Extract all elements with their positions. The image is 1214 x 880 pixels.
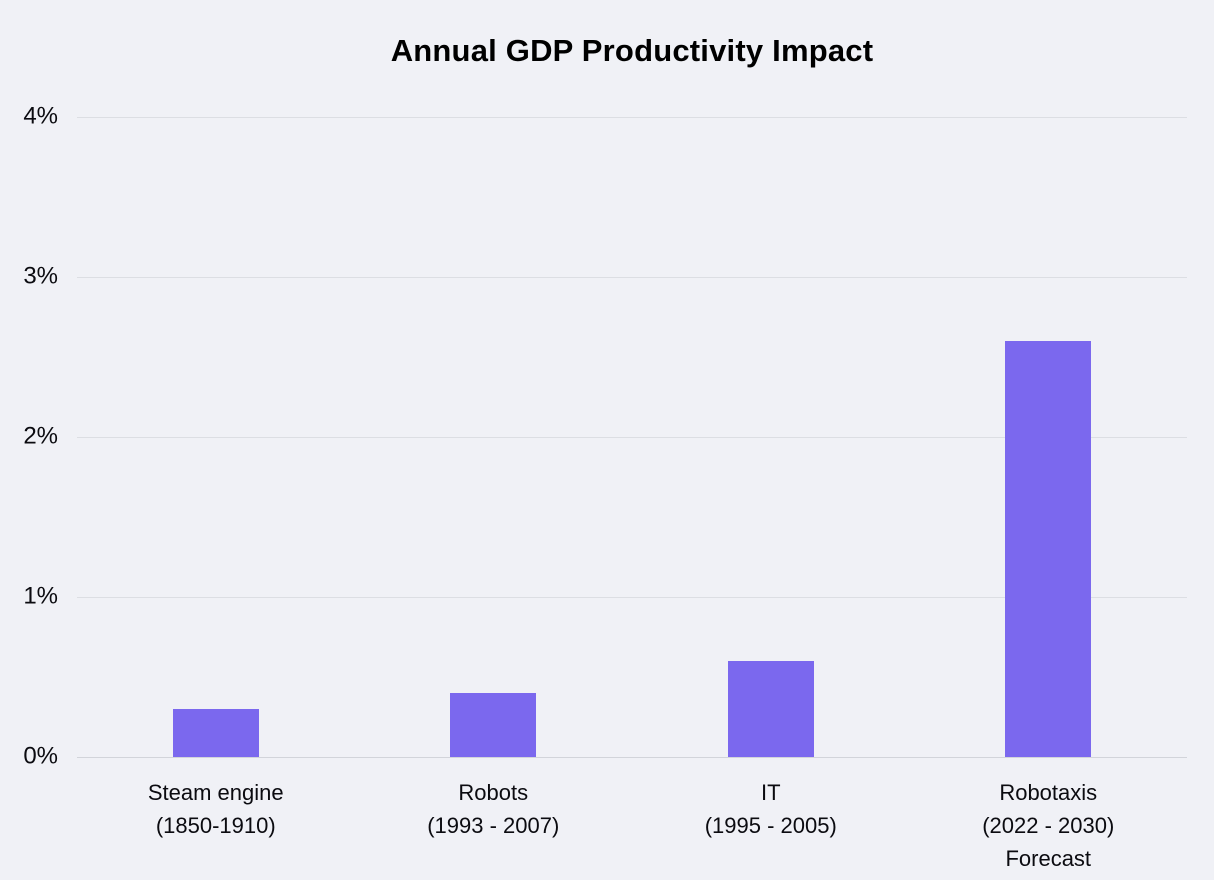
gridline-2pct (77, 437, 1187, 438)
x-tick-label-line: (1850-1910) (155, 813, 276, 838)
x-tick-label-line: (1993 - 2007) (427, 813, 560, 838)
gridline-3pct (77, 277, 1187, 278)
x-tick-label-steam-engine: Steam engine (1850-1910) (76, 776, 356, 842)
y-tick-label-2pct: 2% (23, 422, 58, 450)
x-tick-label-robotaxis: Robotaxis (2022 - 2030) Forecast (908, 776, 1188, 875)
gridline-4pct (77, 117, 1187, 118)
x-tick-label-line: Robots (458, 780, 529, 805)
x-tick-label-line: Forecast (1005, 846, 1092, 871)
bar-robotaxis (1005, 341, 1092, 757)
y-tick-label-3pct: 3% (23, 262, 58, 290)
x-tick-label-line: IT (760, 780, 781, 805)
gridline-0pct (77, 757, 1187, 758)
bar-chart-plot-area: 0% 1% 2% 3% 4% Steam engine (1850-1910) Robots (… (23, 104, 1187, 871)
y-tick-label-1pct: 1% (23, 582, 58, 610)
bar-steam-engine (172, 709, 259, 757)
x-tick-label-robots: Robots (1993 - 2007) (353, 776, 633, 842)
gridline-1pct (77, 597, 1187, 598)
x-tick-label-it: IT (1995 - 2005) (631, 776, 911, 842)
x-tick-label-line: (1995 - 2005) (704, 813, 837, 838)
y-tick-label-4pct: 4% (23, 102, 58, 130)
x-tick-label-line: (2022 - 2030) (982, 813, 1115, 838)
chart-title: Annual GDP Productivity Impact (390, 33, 874, 68)
x-tick-label-line: Steam engine (147, 780, 284, 805)
bar-it (727, 661, 814, 757)
bar-robots (450, 693, 537, 757)
y-tick-label-0pct: 0% (23, 742, 58, 770)
x-tick-label-line: Robotaxis (999, 780, 1098, 805)
